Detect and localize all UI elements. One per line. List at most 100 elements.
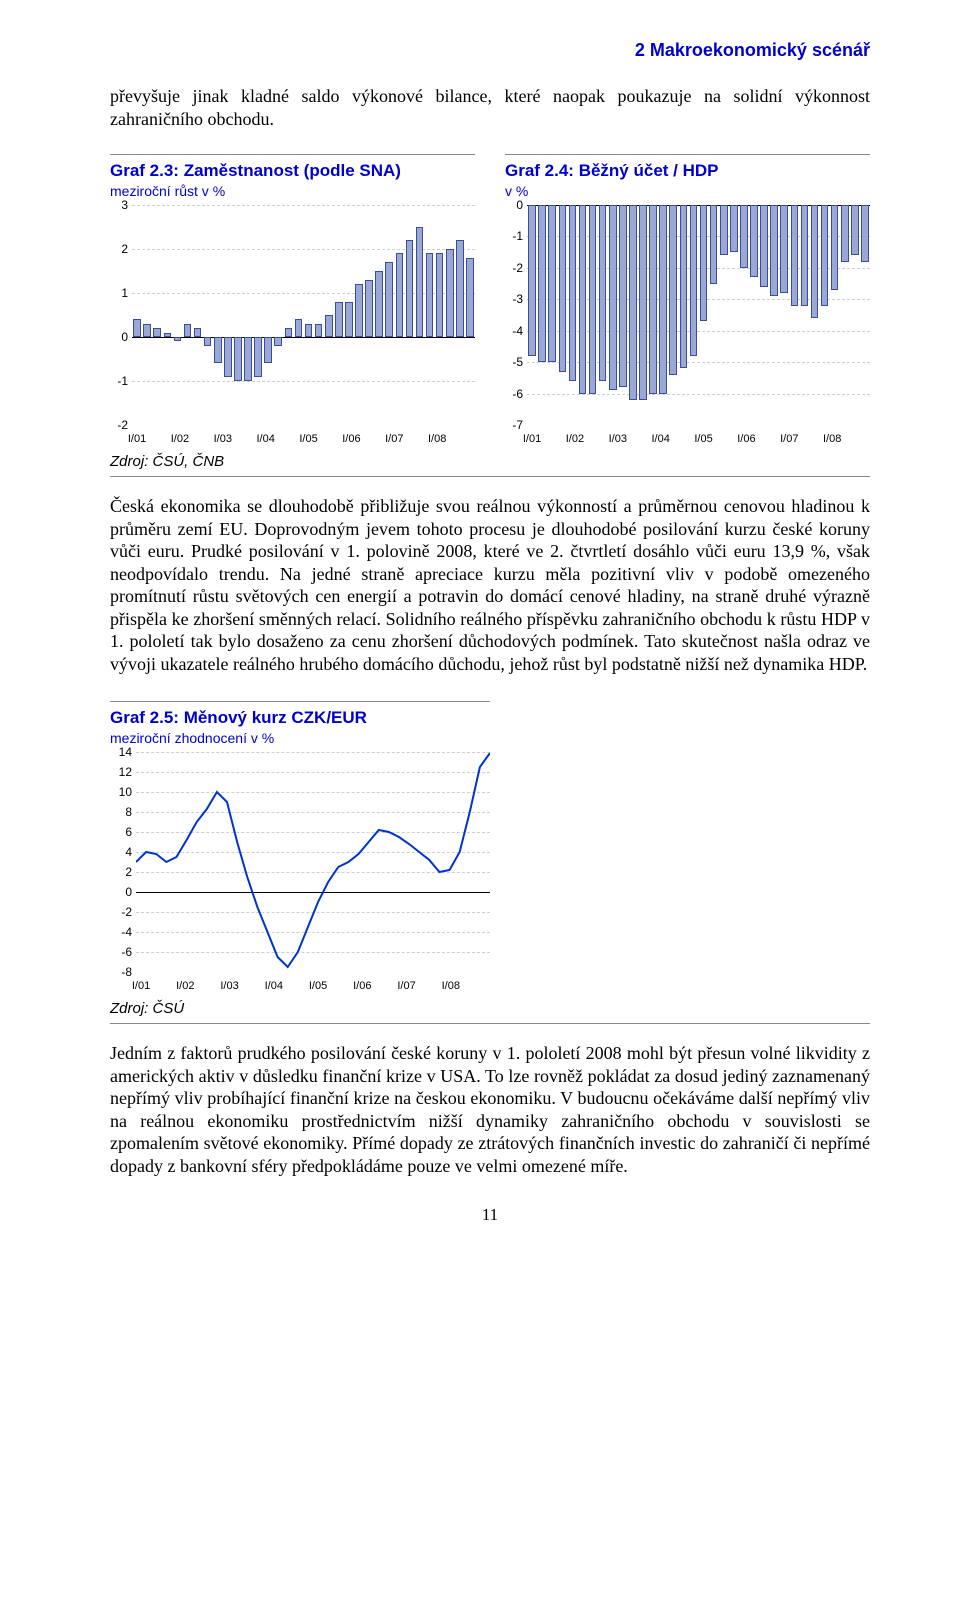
bar [254, 337, 262, 377]
bar [295, 319, 303, 337]
bar [861, 205, 869, 262]
bar [801, 205, 809, 306]
chart-23-title: Graf 2.3: Zaměstnanost (podle SNA) [110, 154, 475, 181]
bar [569, 205, 577, 381]
bar [720, 205, 728, 255]
page: 2 Makroekonomický scénář převyšuje jinak… [0, 0, 960, 1275]
bar [528, 205, 536, 356]
bar [436, 253, 444, 337]
x-tick-label: I/01 [128, 433, 146, 445]
chart-23-col: Graf 2.3: Zaměstnanost (podle SNA) mezir… [110, 154, 475, 445]
chart-row-top: Graf 2.3: Zaměstnanost (podle SNA) mezir… [110, 154, 870, 445]
x-tick-label: I/08 [442, 980, 460, 992]
bar [538, 205, 546, 362]
intro-paragraph: převyšuje jinak kladné saldo výkonové bi… [110, 85, 870, 130]
chart-24-plot: -7-6-5-4-3-2-10I/01I/02I/03I/04I/05I/06I… [505, 205, 870, 445]
x-tick-label: I/02 [566, 433, 584, 445]
y-tick-label: -7 [505, 418, 523, 432]
y-tick-label: -4 [110, 925, 132, 939]
chart-24-title: Graf 2.4: Běžný účet / HDP [505, 154, 870, 181]
y-tick-label: -8 [110, 965, 132, 979]
bar [204, 337, 212, 346]
bar [559, 205, 567, 372]
bar [770, 205, 778, 296]
bar [750, 205, 758, 277]
y-tick-label: -1 [505, 229, 523, 243]
y-tick-label: 14 [110, 745, 132, 759]
y-tick-label: -3 [505, 292, 523, 306]
y-tick-label: -5 [505, 355, 523, 369]
bar [548, 205, 556, 362]
x-tick-label: I/06 [342, 433, 360, 445]
bar [831, 205, 839, 290]
body-paragraph-2: Jedním z faktorů prudkého posilování čes… [110, 1042, 870, 1177]
y-tick-label: 6 [110, 825, 132, 839]
bar [710, 205, 718, 284]
x-tick-label: I/02 [171, 433, 189, 445]
chart-24-subtitle: v % [505, 183, 870, 199]
bar [244, 337, 252, 381]
bar [285, 328, 293, 337]
bar [466, 258, 474, 337]
x-tick-label: I/06 [737, 433, 755, 445]
bar [315, 324, 323, 337]
x-tick-label: I/05 [694, 433, 712, 445]
bar [456, 240, 464, 337]
bar [224, 337, 232, 377]
bar [174, 337, 182, 341]
y-tick-label: 0 [110, 330, 128, 344]
bar [730, 205, 738, 252]
x-tick-label: I/04 [651, 433, 669, 445]
bar [153, 328, 161, 337]
bar [619, 205, 627, 387]
y-tick-label: 1 [110, 286, 128, 300]
x-tick-label: I/01 [132, 980, 150, 992]
source-csu-cnb: Zdroj: ČSÚ, ČNB [110, 453, 870, 477]
bar [811, 205, 819, 318]
x-tick-label: I/07 [385, 433, 403, 445]
bar [780, 205, 788, 293]
bar [385, 262, 393, 337]
chart-23-subtitle: meziroční růst v % [110, 183, 475, 199]
bar [375, 271, 383, 337]
bar [234, 337, 242, 381]
x-tick-label: I/07 [397, 980, 415, 992]
x-tick-label: I/01 [523, 433, 541, 445]
y-tick-label: -2 [110, 418, 128, 432]
bar [851, 205, 859, 255]
chart-25-title: Graf 2.5: Měnový kurz CZK/EUR [110, 701, 490, 728]
y-tick-label: -2 [505, 261, 523, 275]
y-tick-label: 12 [110, 765, 132, 779]
bar [274, 337, 282, 346]
y-tick-label: -6 [505, 387, 523, 401]
bar [589, 205, 597, 394]
y-tick-label: 10 [110, 785, 132, 799]
chart-25-subtitle: meziroční zhodnocení v % [110, 730, 490, 746]
bar [264, 337, 272, 363]
bar [446, 249, 454, 337]
chart-23-plot: -2-10123I/01I/02I/03I/04I/05I/06I/07I/08 [110, 205, 475, 445]
x-tick-label: I/06 [353, 980, 371, 992]
y-tick-label: 0 [505, 198, 523, 212]
source-csu: Zdroj: ČSÚ [110, 1000, 870, 1024]
page-number: 11 [110, 1205, 870, 1225]
bar [345, 302, 353, 337]
bar [396, 253, 404, 337]
bar [325, 315, 333, 337]
bar [740, 205, 748, 268]
x-tick-label: I/05 [299, 433, 317, 445]
x-tick-label: I/03 [214, 433, 232, 445]
body-paragraph-1: Česká ekonomika se dlouhodobě přibližuje… [110, 495, 870, 675]
chart-24-col: Graf 2.4: Běžný účet / HDP v % -7-6-5-4-… [505, 154, 870, 445]
bar [629, 205, 637, 400]
bar [841, 205, 849, 262]
bar [133, 319, 141, 337]
y-tick-label: 3 [110, 198, 128, 212]
x-tick-label: I/04 [265, 980, 283, 992]
bar [164, 333, 172, 337]
bar [700, 205, 708, 321]
section-header: 2 Makroekonomický scénář [110, 40, 870, 61]
bar [355, 284, 363, 337]
bar [639, 205, 647, 400]
y-tick-label: 2 [110, 242, 128, 256]
